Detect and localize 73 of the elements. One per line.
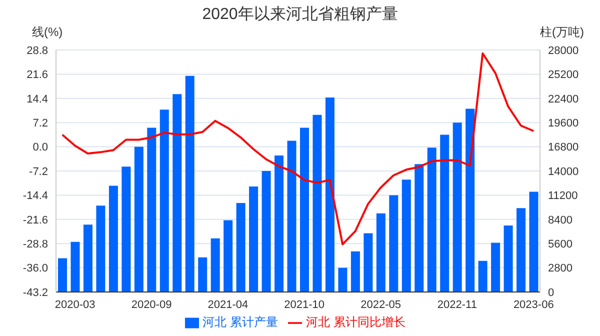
- bar: [350, 251, 360, 292]
- bar: [224, 220, 233, 292]
- y2-tick-label: 2800: [548, 262, 572, 275]
- y-tick-label: -43.2: [22, 286, 48, 299]
- bar: [249, 186, 258, 292]
- bar: [70, 242, 80, 292]
- y-tick-label: -36.0: [22, 262, 48, 275]
- x-tick-label: 2022-05: [360, 298, 401, 311]
- bar: [274, 155, 284, 292]
- bar: [58, 258, 67, 292]
- y2-tick-label: 25200: [548, 69, 579, 82]
- bar: [312, 114, 322, 292]
- y-tick-label: -28.8: [22, 238, 48, 251]
- y-tick-label: -7.2: [29, 166, 48, 178]
- y2-tick-label: 0: [548, 286, 554, 299]
- legend-label: 河北 累计同比增长: [306, 315, 406, 329]
- y-tick-label: 14.4: [26, 93, 48, 106]
- bar: [427, 148, 436, 292]
- bar: [122, 166, 131, 292]
- bar: [389, 195, 398, 292]
- y2-tick-label: 22400: [548, 93, 579, 106]
- x-tick-label: 2023-06: [513, 298, 554, 311]
- y-tick-label: 0.0: [32, 142, 48, 154]
- bar: [466, 108, 475, 292]
- x-tick-label: 2021-04: [208, 298, 248, 311]
- x-tick-label: 2020-03: [54, 298, 96, 311]
- bar: [134, 146, 144, 292]
- bar: [108, 186, 118, 292]
- bar: [376, 213, 386, 292]
- line-series: [61, 52, 535, 246]
- bar: [364, 233, 373, 292]
- y2-tick-label: 8400: [548, 214, 572, 226]
- y-tick-label: -21.6: [22, 214, 48, 226]
- y2-axis-title: 柱(万吨): [540, 24, 584, 41]
- y2-tick-label: 28000: [548, 44, 579, 57]
- bar: [440, 134, 450, 292]
- bar: [83, 224, 92, 292]
- y2-tick-label: 19600: [548, 118, 579, 130]
- bar: [262, 171, 271, 292]
- bar: [236, 202, 246, 292]
- y-tick-label: 28.8: [26, 44, 48, 57]
- bar: [147, 128, 156, 292]
- bar: [529, 192, 538, 292]
- bar: [516, 208, 526, 292]
- x-tick-label: 2021-10: [284, 298, 325, 311]
- bar: [504, 225, 513, 292]
- bar: [478, 260, 488, 292]
- y-axis-title: 线(%): [32, 24, 63, 41]
- bar: [491, 242, 500, 292]
- y-tick-label: -14.4: [22, 190, 48, 202]
- y2-tick-label: 5600: [548, 238, 572, 251]
- bar: [325, 98, 334, 292]
- bar: [96, 206, 106, 292]
- bar: [402, 180, 411, 292]
- bar: [338, 268, 348, 292]
- x-tick-label: 2022-11: [437, 298, 477, 311]
- legend-label: 河北 累计产量: [202, 315, 278, 329]
- y-tick-label: 7.2: [32, 118, 48, 130]
- chart-title: 2020年以来河北省粗钢产量: [201, 4, 399, 25]
- x-tick-label: 2020-09: [131, 298, 172, 311]
- y-tick-label: 21.6: [26, 69, 48, 82]
- y2-tick-label: 11200: [548, 190, 578, 202]
- bar: [414, 164, 424, 292]
- y2-tick-label: 14000: [548, 166, 579, 178]
- bar: [287, 140, 296, 292]
- bar: [210, 238, 220, 292]
- bar: [185, 76, 194, 292]
- bar: [160, 110, 169, 292]
- bar: [172, 94, 182, 292]
- bar: [452, 122, 462, 292]
- y2-tick-label: 16800: [548, 142, 579, 154]
- bar: [300, 128, 309, 292]
- bar: [198, 257, 208, 292]
